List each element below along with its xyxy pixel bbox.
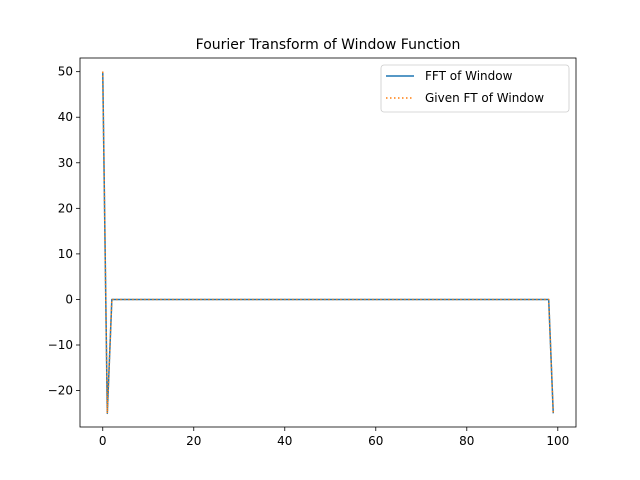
y-tick-label: 50 [58,65,73,79]
x-tick-label: 40 [277,434,292,448]
x-tick-label: 100 [546,434,569,448]
y-tick-label: 20 [58,201,73,215]
y-tick-label: −20 [48,384,73,398]
plot-area: 0 20 40 60 80 100 −20 −10 0 10 20 30 40 50 [48,57,577,448]
axes-frame [79,57,577,428]
x-tick-label: 80 [459,434,474,448]
y-tick-label: 30 [58,156,73,170]
y-tick-label: 40 [58,110,73,124]
x-tick-label: 20 [186,434,201,448]
x-tick-label: 0 [99,434,107,448]
y-tick-label: −10 [48,338,73,352]
y-tick-label: 0 [65,292,73,306]
series-line-0 [102,71,554,415]
x-tick-label: 60 [368,434,383,448]
legend-label-1: Given FT of Window [425,91,544,105]
legend-label-0: FFT of Window [425,69,513,83]
legend: FFT of Window Given FT of Window [380,64,570,113]
legend-box [380,64,570,113]
y-tick-label: 10 [58,247,73,261]
chart-title: Fourier Transform of Window Function [196,37,461,53]
